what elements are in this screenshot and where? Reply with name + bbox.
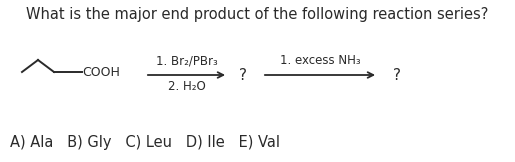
Text: A) Ala   B) Gly   C) Leu   D) Ile   E) Val: A) Ala B) Gly C) Leu D) Ile E) Val bbox=[10, 135, 280, 150]
Text: COOH: COOH bbox=[82, 65, 120, 79]
Text: ?: ? bbox=[239, 68, 247, 82]
Text: ?: ? bbox=[393, 68, 401, 82]
Text: What is the major end product of the following reaction series?: What is the major end product of the fol… bbox=[26, 7, 489, 22]
Text: 1. Br₂/PBr₃: 1. Br₂/PBr₃ bbox=[156, 54, 217, 67]
Text: 2. H₂O: 2. H₂O bbox=[167, 80, 205, 93]
Text: 1. excess NH₃: 1. excess NH₃ bbox=[280, 54, 360, 67]
